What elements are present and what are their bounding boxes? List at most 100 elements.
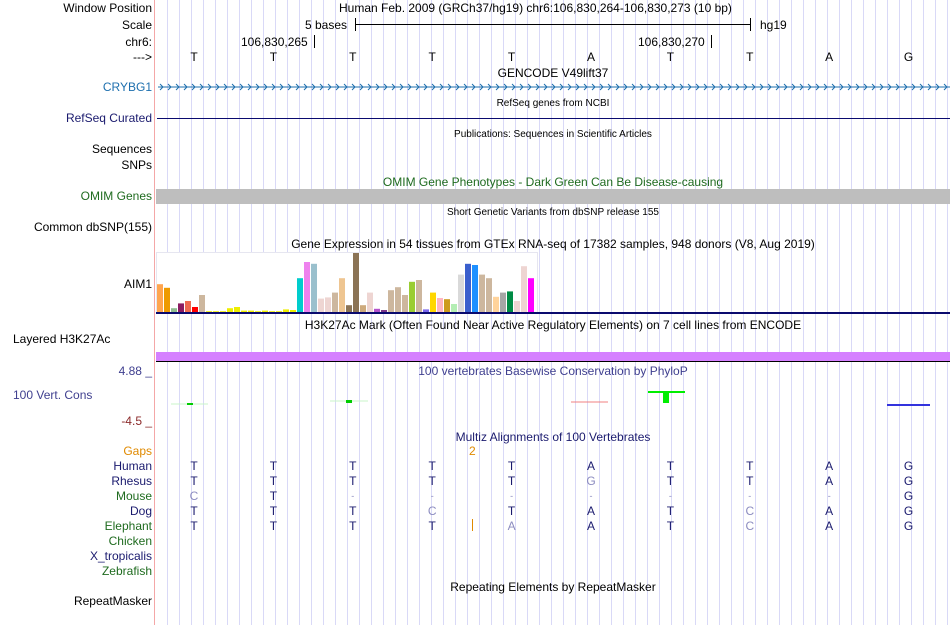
species-label-human[interactable]: Human [113, 459, 152, 473]
gtex-tissue-bar[interactable] [297, 278, 303, 313]
gtex-tissue-bar[interactable] [227, 308, 233, 313]
dbsnp-track-title[interactable]: Short Genetic Variants from dbSNP releas… [447, 207, 659, 218]
base-letter: T [746, 50, 754, 64]
gtex-tissue-bar[interactable] [304, 262, 310, 313]
gtex-tissue-bar[interactable] [164, 287, 170, 313]
gtex-tissue-bar[interactable] [157, 284, 163, 313]
gtex-gene-label[interactable]: AIM1 [123, 277, 152, 291]
gtex-tissue-bar[interactable] [283, 309, 289, 313]
base-letter: T [507, 50, 516, 64]
gtex-tissue-bar[interactable] [395, 287, 401, 313]
species-label-elephant[interactable]: Elephant [104, 519, 152, 533]
refseq-gene-line[interactable] [157, 118, 950, 119]
gtex-tissue-bar[interactable] [430, 292, 436, 313]
gtex-tissue-bar[interactable] [262, 310, 268, 313]
multiz-track-title[interactable]: Multiz Alignments of 100 Vertebrates [455, 430, 651, 444]
refseq-label[interactable]: RefSeq Curated [65, 111, 152, 125]
strand-arrow-icon [183, 83, 188, 91]
aligned-base: T [428, 459, 436, 473]
strand-arrow-icon [607, 83, 612, 91]
gtex-tissue-bar[interactable] [367, 292, 373, 313]
aligned-base: T [190, 474, 198, 488]
gtex-tissue-bar[interactable] [500, 292, 506, 313]
omim-label[interactable]: OMIM Genes [80, 189, 152, 203]
strand-arrow-icon [327, 83, 332, 91]
omim-track-title[interactable]: OMIM Gene Phenotypes - Dark Green Can Be… [382, 175, 724, 189]
dbsnp-label[interactable]: Common dbSNP(155) [33, 220, 152, 234]
gtex-tissue-bar[interactable] [241, 310, 247, 313]
gtex-tissue-bar[interactable] [458, 274, 464, 313]
gencode-gene-label[interactable]: CRYBG1 [102, 80, 152, 94]
species-label-rhesus[interactable]: Rhesus [111, 474, 152, 488]
gtex-tissue-bar[interactable] [325, 297, 331, 313]
gtex-bar-chart[interactable] [156, 252, 536, 314]
h3k27ac-track-title[interactable]: H3K27Ac Mark (Often Found Near Active Re… [304, 318, 802, 332]
repeatmasker-track-title[interactable]: Repeating Elements by RepeatMasker [450, 580, 656, 594]
gtex-tissue-bar[interactable] [521, 266, 527, 313]
gtex-tissue-bar[interactable] [318, 298, 324, 313]
gtex-tissue-bar[interactable] [311, 263, 317, 313]
gtex-tissue-bar[interactable] [451, 304, 457, 313]
gtex-tissue-bar[interactable] [290, 310, 296, 313]
gtex-tissue-bar[interactable] [402, 295, 408, 313]
gtex-tissue-bar[interactable] [360, 305, 366, 313]
gtex-tissue-bar[interactable] [374, 308, 380, 313]
repeatmasker-label[interactable]: RepeatMasker [73, 594, 152, 608]
gencode-track-title[interactable]: GENCODE V49lift37 [497, 66, 609, 80]
phylop-label[interactable]: 100 Vert. Cons [13, 388, 93, 402]
strand-arrow-icon [295, 83, 300, 91]
gtex-tissue-bar[interactable] [479, 274, 485, 313]
gtex-tissue-bar[interactable] [248, 310, 254, 313]
species-label-mouse[interactable]: Mouse [115, 489, 152, 503]
phylop-track-title[interactable]: 100 vertebrates Basewise Conservation by… [418, 364, 688, 378]
strand-arrow-icon [239, 83, 244, 91]
h3k27ac-label[interactable]: Layered H3K27Ac [13, 332, 111, 346]
gtex-tissue-bar[interactable] [493, 296, 499, 313]
gtex-tissue-bar[interactable] [192, 307, 198, 313]
gtex-tissue-bar[interactable] [178, 303, 184, 313]
aligned-base: T [507, 504, 516, 518]
gtex-tissue-bar[interactable] [507, 291, 513, 313]
gtex-tissue-bar[interactable] [444, 299, 450, 313]
publications-track-title[interactable]: Publications: Sequences in Scientific Ar… [454, 129, 652, 140]
gtex-tissue-bar[interactable] [465, 263, 471, 313]
aligned-base: - [668, 491, 672, 501]
refseq-track-title[interactable]: RefSeq genes from NCBI [496, 98, 610, 109]
gtex-tissue-bar[interactable] [514, 301, 520, 313]
scale-bar [355, 24, 751, 25]
gtex-tissue-bar[interactable] [437, 298, 443, 313]
species-label-zebrafish[interactable]: Zebrafish [101, 564, 152, 578]
strand-arrow-icon [799, 83, 804, 91]
gtex-tissue-bar[interactable] [381, 310, 387, 313]
gtex-tissue-bar[interactable] [409, 281, 415, 313]
gtex-tissue-bar[interactable] [472, 265, 478, 313]
gtex-tissue-bar[interactable] [339, 278, 345, 313]
phylop-signal[interactable] [156, 385, 950, 410]
gtex-tissue-bar[interactable] [423, 309, 429, 313]
gtex-tissue-bar[interactable] [416, 280, 422, 313]
publications-label-line2: SNPs [121, 158, 152, 172]
strand-arrow-icon [383, 83, 388, 91]
gtex-tissue-bar[interactable] [528, 278, 534, 313]
gtex-tissue-bar[interactable] [486, 278, 492, 313]
gtex-track-title[interactable]: Gene Expression in 54 tissues from GTEx … [291, 237, 815, 251]
strand-arrow-icon [391, 83, 396, 91]
strand-arrow-icon [719, 83, 724, 91]
species-label-x_tropicalis[interactable]: X_tropicalis [89, 549, 152, 563]
gtex-tissue-bar[interactable] [234, 307, 240, 313]
gtex-tissue-bar[interactable] [171, 308, 177, 313]
species-label-chicken[interactable]: Chicken [108, 534, 152, 548]
gtex-tissue-bar[interactable] [185, 301, 191, 313]
gtex-tissue-bar[interactable] [332, 292, 338, 313]
gtex-tissue-bar[interactable] [199, 295, 205, 313]
gencode-gene-feature[interactable] [156, 80, 950, 94]
gtex-tissue-bar[interactable] [388, 290, 394, 313]
coord-right-tick [711, 35, 712, 48]
gtex-tissue-bar[interactable] [353, 253, 359, 313]
omim-gene-bar[interactable] [156, 189, 950, 204]
h3k27ac-signal[interactable] [156, 352, 950, 361]
strand-arrow-icon [727, 83, 732, 91]
species-label-dog[interactable]: Dog [129, 504, 152, 518]
gtex-tissue-bar[interactable] [346, 305, 352, 313]
scale-label: Scale [121, 18, 152, 32]
